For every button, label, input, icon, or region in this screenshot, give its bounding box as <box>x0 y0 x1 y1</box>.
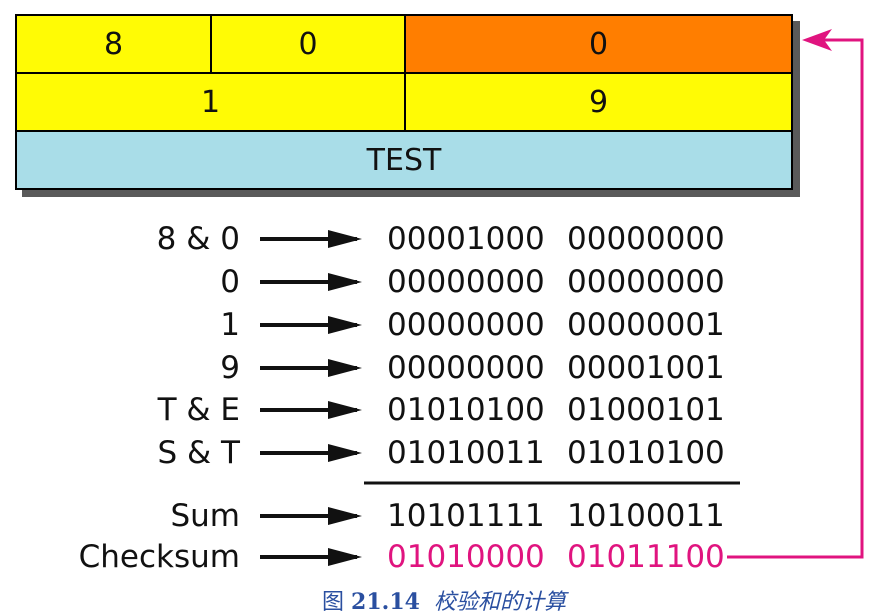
row-byte2: 00000001 <box>567 307 725 343</box>
row-byte2: 00001001 <box>567 350 725 386</box>
caption-number: 21.14 <box>351 589 420 615</box>
row-byte2: 00000000 <box>567 221 725 257</box>
row-label: 9 <box>220 350 240 386</box>
arrowhead-icon <box>328 359 362 377</box>
row-byte1: 00000000 <box>387 307 545 343</box>
row-byte2: 01000101 <box>567 392 725 428</box>
row-label: T & E <box>157 392 240 428</box>
row-label: 1 <box>220 307 240 343</box>
row-arrows <box>260 230 362 566</box>
sum-byte2: 10100011 <box>567 498 725 534</box>
arrowhead-icon <box>328 548 362 566</box>
row-byte1: 00001000 <box>387 221 545 257</box>
cell-r1c3: 0 <box>404 14 793 74</box>
row-byte2: 00000000 <box>567 264 725 300</box>
figure-caption: 图 21.14 校验和的计算 <box>0 584 888 616</box>
cell-r1c1: 8 <box>15 14 212 74</box>
cell-r3: TEST <box>15 130 793 190</box>
row-byte1: 00000000 <box>387 350 545 386</box>
checksum-byte1: 01010000 <box>387 539 545 575</box>
row-byte1: 01010100 <box>387 392 545 428</box>
row-label: 0 <box>220 264 240 300</box>
arrowhead-icon <box>328 230 362 248</box>
row-byte1: 01010011 <box>387 435 545 471</box>
arrowhead-icon <box>328 444 362 462</box>
arrowhead-icon <box>328 316 362 334</box>
header-table: 8 0 0 1 9 TEST <box>15 14 793 190</box>
row-byte2: 01010100 <box>567 435 725 471</box>
pink-arrowhead-icon <box>802 29 832 51</box>
row-label: S & T <box>157 435 241 471</box>
feedback-connector <box>727 29 864 559</box>
caption-fig: 图 <box>322 590 345 615</box>
row-byte1: 00000000 <box>387 264 545 300</box>
row-label: 8 & 0 <box>156 221 240 257</box>
cell-r2c2: 9 <box>404 72 793 132</box>
checksum-byte2: 01011100 <box>567 539 725 575</box>
checksum-label: Checksum <box>78 539 240 575</box>
arrowhead-icon <box>328 273 362 291</box>
sum-label: Sum <box>170 498 240 534</box>
arrowhead-icon <box>328 401 362 419</box>
arrowhead-icon <box>328 507 362 525</box>
caption-text: 校验和的计算 <box>433 590 566 615</box>
sum-byte1: 10101111 <box>387 498 545 534</box>
